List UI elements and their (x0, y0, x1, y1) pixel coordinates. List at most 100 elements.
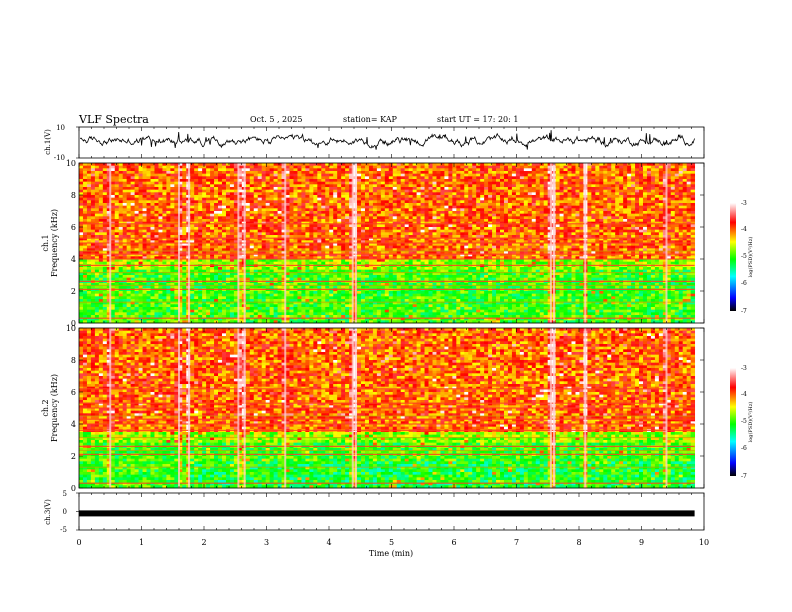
spectrogram-cell (154, 211, 159, 215)
spectrogram-cell (341, 200, 346, 204)
spectrogram-cell (440, 227, 445, 231)
spectrogram-cell (114, 179, 120, 183)
spectrogram-cell (519, 216, 525, 220)
spectrogram-cell (476, 168, 481, 172)
spectrogram-cell (325, 203, 330, 207)
spectrogram-cell (372, 229, 378, 233)
spectrogram-cell (146, 232, 151, 236)
spectrogram-cell (249, 216, 255, 220)
spectrogram-cell (313, 229, 318, 233)
spectrogram-cell (559, 184, 564, 188)
spectrogram-cell (333, 179, 338, 183)
spectrogram-cell (595, 184, 600, 188)
spectrogram-cell (654, 165, 660, 169)
spectrogram-cell (666, 227, 672, 231)
spectrogram-cell (233, 168, 239, 172)
spectrogram-cell (682, 184, 688, 188)
spectrogram-cell (257, 237, 263, 241)
spectrogram-cell (281, 203, 286, 207)
spectrogram-cell (603, 165, 608, 169)
spectrogram-cell (619, 240, 624, 244)
spectrogram-cell (237, 227, 243, 231)
spectrogram-cell (432, 237, 437, 241)
spectrogram-cell (523, 237, 529, 241)
spectrogram-cell (464, 240, 469, 244)
spectrogram-cell (619, 205, 624, 209)
spectrogram-cell (376, 179, 382, 183)
spectrogram-cell (591, 173, 596, 177)
spectrogram-cell (527, 224, 533, 228)
spectrogram-cell (416, 224, 421, 228)
spectrogram-cell (412, 163, 417, 167)
spectrogram-cell (452, 195, 457, 199)
spectrogram-cell (114, 224, 120, 228)
spectrogram-cell (265, 203, 271, 207)
spectrogram-cell (575, 208, 580, 212)
spectrogram-cell (214, 181, 219, 185)
spectrogram-cell (686, 227, 692, 231)
spectrogram-cell (333, 235, 338, 239)
spectrogram-cell (424, 163, 429, 167)
spectrogram-cell (102, 216, 108, 220)
spectrogram-cell (337, 227, 342, 231)
spectrogram-cell (229, 168, 235, 172)
spectrogram-cell (416, 176, 421, 180)
spectrogram-cell (102, 240, 108, 244)
spectrogram-cell (293, 229, 298, 233)
spectrogram-cell (265, 243, 271, 247)
spectrogram-cell (313, 179, 318, 183)
spectrogram-cell (424, 168, 429, 172)
spectrogram-cell (563, 189, 568, 193)
spectrogram-cell (233, 203, 239, 207)
spectrogram-cell (658, 163, 664, 167)
spectrogram-cell (523, 213, 529, 217)
spectrogram-cell (214, 211, 219, 215)
spectrogram-cell (623, 213, 628, 217)
spectrogram-cell (138, 187, 143, 191)
spectrogram-cell (158, 181, 163, 185)
spectrogram-cell (662, 184, 668, 188)
spectrogram-cell (646, 176, 652, 180)
spectrogram-cell (448, 208, 453, 212)
spectrogram-cell (666, 176, 672, 180)
spectrogram-cell (670, 216, 676, 220)
spectrogram-cell (82, 219, 88, 223)
spectrogram-cell (257, 168, 263, 172)
spectrogram-cell (114, 168, 120, 172)
spectrogram-cell (690, 219, 696, 223)
spectrogram-cell (206, 163, 211, 167)
spectrogram-cell (233, 176, 239, 180)
spectrogram-cell (408, 216, 414, 220)
spectrogram-cell (650, 219, 656, 223)
spectrogram-cell (400, 235, 406, 239)
spectrogram-cell (547, 219, 553, 223)
spectrogram-cell (333, 219, 338, 223)
spectrogram-cell (452, 240, 457, 244)
spectrogram-cell (543, 165, 549, 169)
spectrogram-cell (440, 216, 445, 220)
spectrogram-cell (452, 197, 457, 201)
spectrogram-cell (333, 195, 338, 199)
spectrogram-cell (368, 227, 374, 231)
spectrogram-cell (603, 187, 608, 191)
spectrogram-cell (146, 163, 151, 167)
spectrogram-cell (289, 240, 294, 244)
spectrogram-cell (218, 245, 223, 249)
spectrogram-cell (642, 208, 648, 212)
spectrogram-cell (174, 197, 179, 201)
spectrogram-cell (611, 173, 616, 177)
spectrogram-cell (412, 205, 417, 209)
spectrogram-cell (642, 235, 648, 239)
spectrogram-cell (579, 213, 584, 217)
spectrogram-cell (503, 211, 509, 215)
spectrogram-cell (503, 208, 509, 212)
spectrogram-cell (515, 237, 521, 241)
spectrogram-cell (225, 189, 231, 193)
spectrogram-cell (563, 219, 568, 223)
spectrogram-cell (372, 163, 378, 167)
spectrogram-cell (575, 213, 580, 217)
spectrogram-cell (269, 165, 275, 169)
spectrogram-cell (130, 187, 135, 191)
spectrogram-cell (615, 189, 620, 193)
spectrogram-cell (670, 213, 676, 217)
